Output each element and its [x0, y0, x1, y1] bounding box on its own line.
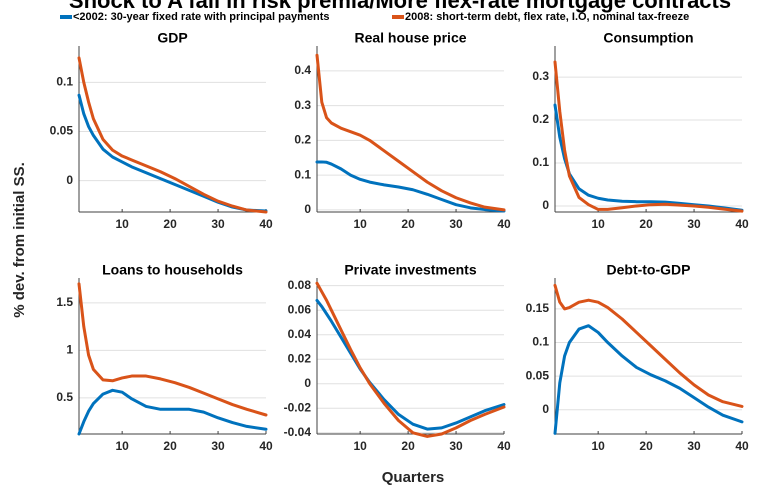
y-tick-label: 0.08 [288, 278, 312, 292]
x-tick-label: 40 [259, 217, 273, 231]
chart-title: Shock to A fall in risk premia/More flex… [69, 0, 731, 13]
series-line [553, 324, 744, 435]
y-tick-label: 0.2 [532, 112, 549, 126]
y-tick-label: 0.4 [294, 63, 311, 77]
y-tick-label: 0.5 [56, 390, 73, 404]
series-line [77, 388, 268, 436]
x-tick-label: 20 [163, 217, 177, 231]
x-tick-label: 10 [353, 217, 367, 231]
x-tick-label: 40 [497, 439, 511, 453]
x-tick-label: 40 [735, 217, 749, 231]
legend-label: 2008: short-term debt, flex rate, I.O, n… [405, 11, 689, 23]
x-tick-label: 20 [163, 439, 177, 453]
y-tick-label: 0 [542, 402, 549, 416]
series-line [77, 282, 268, 417]
series-line [77, 56, 268, 214]
panel-title: GDP [157, 30, 187, 46]
x-tick-label: 30 [687, 217, 701, 231]
x-tick-label: 30 [211, 217, 225, 231]
panel-title: Private investments [344, 262, 476, 278]
x-tick-label: 30 [211, 439, 225, 453]
x-tick-label: 10 [115, 439, 129, 453]
panel-title: Consumption [603, 30, 693, 46]
y-tick-label: 0.1 [56, 75, 73, 89]
x-tick-label: 30 [449, 217, 463, 231]
series-line [315, 298, 506, 431]
y-axis-label: % dev. from initial SS. [11, 162, 28, 318]
series-line [315, 160, 506, 213]
y-tick-label: 0.2 [294, 133, 311, 147]
x-tick-label: 30 [687, 439, 701, 453]
x-tick-label: 40 [259, 439, 273, 453]
panel-title: Real house price [354, 30, 466, 46]
legend-label: <2002: 30-year fixed rate with principal… [73, 11, 329, 23]
series-line [553, 60, 744, 213]
y-tick-label: 0.05 [50, 124, 74, 138]
y-tick-label: 0 [66, 173, 73, 187]
y-tick-label: 0.1 [294, 167, 311, 181]
panel-title: Loans to households [102, 262, 243, 278]
series-line [553, 103, 744, 212]
y-tick-label: 0 [304, 376, 311, 390]
series-line [77, 93, 268, 213]
y-tick-label: 0.06 [288, 302, 312, 316]
y-tick-label: 0.1 [532, 335, 549, 349]
series-line [315, 53, 506, 212]
y-tick-label: 0.1 [532, 155, 549, 169]
y-tick-label: 1 [66, 343, 73, 357]
x-tick-label: 10 [115, 217, 129, 231]
x-tick-label: 40 [735, 439, 749, 453]
y-tick-label: 0.05 [526, 368, 550, 382]
x-tick-label: 10 [353, 439, 367, 453]
y-tick-label: 1.5 [56, 295, 73, 309]
y-tick-label: 0 [304, 202, 311, 216]
y-tick-label: 0.3 [532, 69, 549, 83]
x-tick-label: 10 [591, 439, 605, 453]
x-tick-label: 40 [497, 217, 511, 231]
y-tick-label: 0.02 [288, 351, 312, 365]
series-line [315, 281, 506, 438]
y-tick-label: -0.02 [284, 400, 312, 414]
x-tick-label: 10 [591, 217, 605, 231]
x-tick-label: 20 [639, 217, 653, 231]
x-tick-label: 20 [639, 439, 653, 453]
x-axis-label: Quarters [382, 469, 445, 486]
x-tick-label: 20 [401, 439, 415, 453]
y-tick-label: 0.04 [288, 327, 312, 341]
x-tick-label: 30 [449, 439, 463, 453]
panel-title: Debt-to-GDP [607, 262, 691, 278]
series-line [553, 283, 744, 408]
y-tick-label: -0.04 [284, 425, 312, 439]
y-tick-label: 0.15 [526, 301, 550, 315]
y-tick-label: 0 [542, 198, 549, 212]
x-tick-label: 20 [401, 217, 415, 231]
y-tick-label: 0.3 [294, 98, 311, 112]
